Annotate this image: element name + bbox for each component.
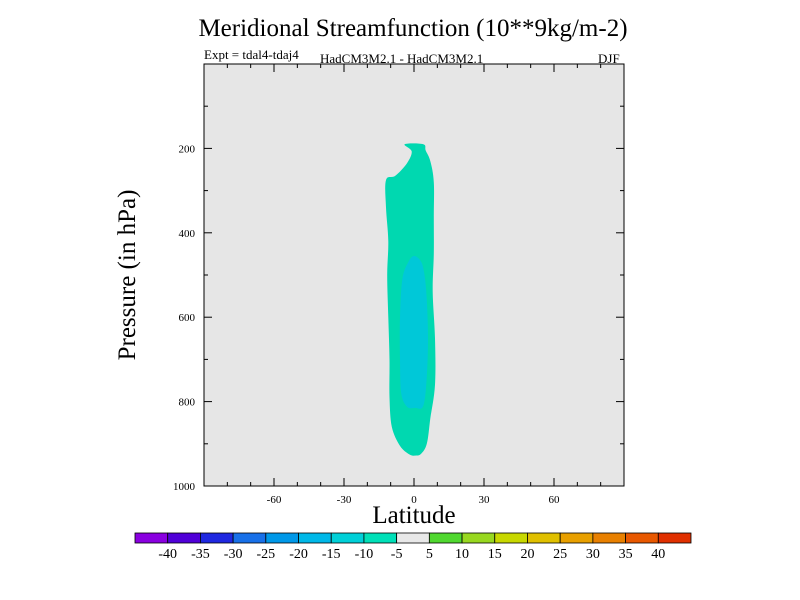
x-tick-label: 30 — [479, 494, 491, 506]
colorbar-label: -35 — [191, 547, 210, 562]
colorbar-label: -30 — [224, 547, 243, 562]
season-label: DJF — [598, 51, 620, 66]
x-axis-label: Latitude — [372, 502, 456, 529]
y-tick-label: 400 — [179, 228, 196, 240]
colorbar-box — [428, 532, 463, 544]
colorbar-box — [461, 532, 496, 544]
y-tick-label: 1000 — [173, 481, 196, 493]
colorbar-box — [134, 532, 169, 544]
colorbar-label: 5 — [426, 547, 433, 562]
colorbar-box — [396, 532, 430, 544]
colorbar-box — [265, 532, 299, 544]
colorbar: -40 -35 -30 -25 -20 -15 -10 -5 5 10 15 20 25 30 35 40 — [134, 532, 692, 562]
colorbar-box — [527, 532, 561, 544]
colorbar-label: 25 — [553, 547, 567, 562]
colorbar-box — [330, 532, 365, 544]
contour-layer — [385, 143, 436, 456]
colorbar-box — [657, 532, 692, 544]
x-tick-label: 0 — [411, 494, 417, 506]
y-tick-label: 800 — [179, 397, 196, 409]
colorbar-label: -25 — [256, 547, 275, 562]
colorbar-label: -40 — [158, 547, 177, 562]
x-tick-label: -30 — [337, 494, 352, 506]
axis-ticks: -60 -30 0 30 60 200 400 600 800 1000 — [173, 64, 625, 506]
colorbar-box — [494, 532, 528, 544]
colorbar-label: 40 — [651, 547, 665, 562]
x-tick-label: -60 — [267, 494, 282, 506]
colorbar-box — [559, 532, 594, 544]
colorbar-label: -5 — [391, 547, 403, 562]
contour-fill-1 — [399, 255, 428, 409]
models-label: HadCM3M2.1 - HadCM3M2.1 — [320, 51, 484, 66]
colorbar-label: 20 — [520, 547, 534, 562]
colorbar-label: 35 — [619, 547, 633, 562]
chart-title: Meridional Streamfunction (10**9kg/m-2) — [198, 15, 628, 42]
colorbar-label: -10 — [355, 547, 374, 562]
colorbar-label: -20 — [289, 547, 308, 562]
colorbar-box — [200, 532, 234, 544]
colorbar-label: 10 — [455, 547, 469, 562]
colorbar-box — [298, 532, 332, 544]
experiment-label: Expt = tdal4-tdaj4 — [204, 47, 299, 62]
colorbar-box — [232, 532, 267, 544]
colorbar-box — [363, 532, 398, 544]
x-tick-label: 60 — [549, 494, 561, 506]
y-tick-label: 200 — [179, 143, 196, 155]
colorbar-label: 15 — [488, 547, 502, 562]
colorbar-box — [625, 532, 659, 544]
colorbar-box — [167, 532, 201, 544]
colorbar-box — [592, 532, 626, 544]
colorbar-label: -15 — [322, 547, 341, 562]
colorbar-label: 30 — [586, 547, 600, 562]
y-tick-label: 600 — [179, 312, 196, 324]
